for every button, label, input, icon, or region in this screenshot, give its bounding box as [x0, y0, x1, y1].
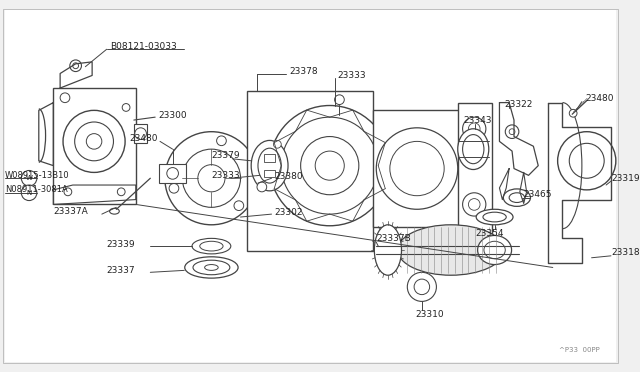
Ellipse shape: [374, 225, 401, 275]
Ellipse shape: [503, 189, 531, 206]
Bar: [458, 103, 492, 234]
Circle shape: [468, 123, 480, 135]
Circle shape: [569, 109, 577, 117]
Circle shape: [281, 117, 378, 214]
Circle shape: [376, 128, 458, 209]
Text: 23343: 23343: [463, 116, 492, 125]
Text: 23378: 23378: [289, 67, 317, 76]
Circle shape: [117, 188, 125, 196]
Ellipse shape: [476, 209, 513, 225]
Circle shape: [301, 137, 359, 195]
Bar: [264, 170, 275, 177]
Bar: [134, 124, 147, 143]
Circle shape: [257, 182, 267, 192]
Text: 23318: 23318: [611, 248, 639, 257]
Text: 23333: 23333: [337, 71, 366, 80]
Circle shape: [335, 95, 344, 105]
Circle shape: [463, 117, 486, 140]
Circle shape: [273, 140, 281, 148]
Text: 23354: 23354: [476, 229, 504, 238]
Circle shape: [234, 201, 244, 211]
Circle shape: [198, 165, 225, 192]
Circle shape: [216, 136, 227, 145]
Circle shape: [73, 63, 79, 69]
Text: 23480: 23480: [129, 134, 157, 143]
Ellipse shape: [251, 140, 288, 191]
Text: 23310: 23310: [415, 310, 444, 318]
Circle shape: [557, 132, 616, 190]
Circle shape: [414, 279, 429, 295]
Bar: [53, 88, 136, 205]
Circle shape: [468, 199, 480, 210]
Ellipse shape: [258, 148, 281, 183]
Ellipse shape: [509, 193, 525, 202]
Text: 23322: 23322: [504, 100, 532, 109]
Circle shape: [182, 149, 241, 207]
Circle shape: [86, 134, 102, 149]
Circle shape: [315, 151, 344, 180]
Ellipse shape: [463, 135, 484, 164]
Circle shape: [169, 183, 179, 193]
Text: 23480: 23480: [586, 94, 614, 103]
Ellipse shape: [397, 225, 504, 275]
Circle shape: [63, 110, 125, 173]
Circle shape: [463, 193, 486, 216]
Circle shape: [135, 128, 147, 140]
Text: W08915-13B10: W08915-13B10: [5, 171, 70, 180]
Text: 23337A: 23337A: [53, 207, 88, 216]
Bar: [159, 164, 186, 183]
Text: ^P33  00PP: ^P33 00PP: [559, 347, 599, 353]
Text: 23380: 23380: [275, 172, 303, 181]
Ellipse shape: [458, 129, 489, 170]
Ellipse shape: [185, 257, 238, 278]
Bar: [373, 110, 461, 227]
Text: W: W: [26, 175, 33, 181]
Text: 23465: 23465: [524, 190, 552, 199]
Circle shape: [165, 132, 258, 225]
Text: 23302: 23302: [275, 208, 303, 217]
Ellipse shape: [477, 235, 511, 264]
Circle shape: [21, 185, 37, 201]
Circle shape: [60, 93, 70, 103]
Ellipse shape: [193, 260, 230, 275]
Ellipse shape: [483, 212, 506, 222]
Circle shape: [509, 129, 515, 135]
Ellipse shape: [484, 241, 505, 259]
Text: 23337B: 23337B: [376, 234, 411, 243]
Circle shape: [64, 188, 72, 196]
Circle shape: [505, 125, 519, 138]
Ellipse shape: [109, 208, 119, 214]
Circle shape: [122, 103, 130, 111]
Circle shape: [269, 106, 390, 226]
Bar: [264, 154, 275, 162]
Text: 23337: 23337: [107, 266, 135, 275]
Text: 23300: 23300: [158, 111, 187, 120]
Circle shape: [70, 60, 81, 71]
Text: 23339: 23339: [107, 240, 135, 249]
Ellipse shape: [192, 238, 231, 254]
Ellipse shape: [200, 241, 223, 251]
Text: 23379: 23379: [211, 151, 240, 160]
Text: B08121-03033: B08121-03033: [111, 42, 177, 51]
Text: 23319: 23319: [611, 174, 639, 183]
Circle shape: [390, 141, 444, 196]
Circle shape: [167, 167, 179, 179]
Circle shape: [407, 272, 436, 301]
Text: 23333: 23333: [211, 171, 240, 180]
Circle shape: [21, 170, 37, 186]
Ellipse shape: [205, 264, 218, 270]
Circle shape: [569, 143, 604, 178]
Text: N08911-3081A: N08911-3081A: [5, 185, 68, 195]
Bar: [247, 91, 373, 251]
Circle shape: [75, 122, 113, 161]
Text: N: N: [26, 190, 32, 196]
